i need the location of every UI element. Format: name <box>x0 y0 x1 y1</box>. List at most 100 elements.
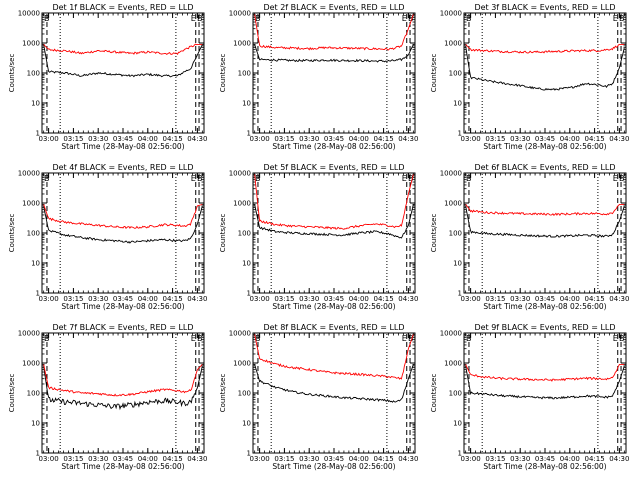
x-tick-label: 04:30 <box>187 295 207 303</box>
x-tick-label: 03:15 <box>485 295 505 303</box>
x-tick-label: 04:30 <box>398 135 418 143</box>
x-tick-label: 04:30 <box>609 295 629 303</box>
x-tick-label: 03:30 <box>510 455 530 463</box>
y-tick-label: 1 <box>458 130 462 138</box>
y-tick-label: 10 <box>453 260 462 268</box>
marker-e: E <box>191 334 196 343</box>
marker-e: E <box>613 174 618 183</box>
y-tick-label: 100 <box>27 70 40 78</box>
panel-det-3: Det 3f BLACK = Events, RED = LLD 1 10 100 10… <box>430 3 629 151</box>
series-lld-line <box>465 43 625 54</box>
x-tick-label: 03:15 <box>63 295 83 303</box>
x-tick-label: 03:00 <box>250 455 270 463</box>
plot-frame <box>463 172 627 294</box>
x-axis-label: Start Time (28-May-08 02:56:00) <box>272 302 395 311</box>
y-tick-label: 10000 <box>440 170 462 178</box>
x-tick-label: 03:45 <box>535 135 555 143</box>
series-lld-line <box>254 334 414 380</box>
x-tick-label: 03:00 <box>39 455 59 463</box>
x-tick-label: 03:15 <box>485 135 505 143</box>
x-tick-label: 04:30 <box>187 455 207 463</box>
x-axis-label: Start Time (28-May-08 02:56:00) <box>61 462 184 471</box>
y-tick-label: 10 <box>31 420 40 428</box>
marker-e: E <box>613 334 618 343</box>
plot-frame <box>41 172 205 294</box>
x-tick-label: 04:00 <box>138 455 158 463</box>
y-axis-label: Counts/sec <box>219 54 227 93</box>
x-tick-label: 03:30 <box>510 135 530 143</box>
series-events-line <box>43 365 203 411</box>
panel-title: Det 6f BLACK = Events, RED = LLD <box>474 163 615 172</box>
marker-b-end: B <box>408 14 414 23</box>
x-tick-label: 04:15 <box>162 455 182 463</box>
marker-b-start: B <box>44 14 50 23</box>
x-tick-label: 04:00 <box>560 295 580 303</box>
marker-b-end: B <box>408 174 414 183</box>
x-tick-label: 03:45 <box>113 455 133 463</box>
x-tick-label: 03:15 <box>63 135 83 143</box>
x-tick-label: 03:30 <box>88 295 108 303</box>
y-axis-label: Counts/sec <box>430 374 438 413</box>
y-tick-label: 10 <box>453 420 462 428</box>
y-tick-label: 10000 <box>18 10 40 18</box>
y-tick-label: 100 <box>449 70 462 78</box>
x-tick-label: 04:15 <box>373 295 393 303</box>
series-events-line <box>254 44 414 63</box>
marker-b-start: B <box>466 174 472 183</box>
y-axis-label: Counts/sec <box>219 214 227 253</box>
y-tick-label: 10000 <box>440 330 462 338</box>
y-tick-label: 1000 <box>444 360 462 368</box>
y-tick-label: 10 <box>242 100 251 108</box>
plot-frame <box>463 332 627 454</box>
x-tick-label: 03:30 <box>299 295 319 303</box>
x-tick-label: 03:30 <box>510 295 530 303</box>
y-axis-label: Counts/sec <box>8 54 16 93</box>
plot-frame <box>252 332 416 454</box>
y-tick-label: 1000 <box>22 200 40 208</box>
panel-title: Det 7f BLACK = Events, RED = LLD <box>52 323 193 332</box>
x-axis-label: Start Time (28-May-08 02:56:00) <box>272 462 395 471</box>
panel-det-2: Det 2f BLACK = Events, RED = LLD 1 10 100 10… <box>219 3 418 151</box>
x-tick-label: 04:30 <box>609 455 629 463</box>
panel-title: Det 8f BLACK = Events, RED = LLD <box>263 323 404 332</box>
y-tick-label: 10 <box>242 260 251 268</box>
panel-title: Det 2f BLACK = Events, RED = LLD <box>263 3 404 12</box>
x-tick-label: 03:30 <box>299 135 319 143</box>
plot-frame <box>41 332 205 454</box>
marker-e: E <box>402 174 407 183</box>
y-tick-label: 1 <box>247 130 251 138</box>
marker-e: E <box>402 14 407 23</box>
series-events-line <box>254 204 414 239</box>
y-tick-label: 100 <box>449 390 462 398</box>
x-axis-label: Start Time (28-May-08 02:56:00) <box>483 302 606 311</box>
series-events-line <box>254 364 414 403</box>
panel-det-4: Det 4f BLACK = Events, RED = LLD 1 10 100 10… <box>8 163 207 311</box>
y-tick-label: 10000 <box>229 10 251 18</box>
panel-det-6: Det 6f BLACK = Events, RED = LLD 1 10 100 10… <box>430 163 629 311</box>
panel-det-7: Det 7f BLACK = Events, RED = LLD 1 10 100 10… <box>8 323 207 471</box>
y-tick-label: 10000 <box>18 170 40 178</box>
series-lld-line <box>43 43 203 55</box>
x-tick-label: 03:45 <box>113 135 133 143</box>
x-tick-label: 03:00 <box>39 295 59 303</box>
x-tick-label: 04:15 <box>584 295 604 303</box>
y-tick-label: 100 <box>238 230 251 238</box>
y-axis-label: Counts/sec <box>8 374 16 413</box>
y-tick-label: 1000 <box>233 40 251 48</box>
y-tick-label: 100 <box>27 230 40 238</box>
marker-e: E <box>613 14 618 23</box>
y-tick-label: 100 <box>238 70 251 78</box>
y-tick-label: 1000 <box>444 40 462 48</box>
marker-b-end: B <box>619 174 625 183</box>
x-tick-label: 04:00 <box>138 295 158 303</box>
series-events-line <box>465 205 625 238</box>
x-tick-label: 04:00 <box>349 135 369 143</box>
x-tick-label: 03:00 <box>250 135 270 143</box>
marker-b-start: B <box>44 174 50 183</box>
x-axis-label: Start Time (28-May-08 02:56:00) <box>483 462 606 471</box>
y-tick-label: 10 <box>31 100 40 108</box>
x-tick-label: 03:15 <box>274 135 294 143</box>
series-lld-line <box>465 203 625 216</box>
y-axis-label: Counts/sec <box>219 374 227 413</box>
